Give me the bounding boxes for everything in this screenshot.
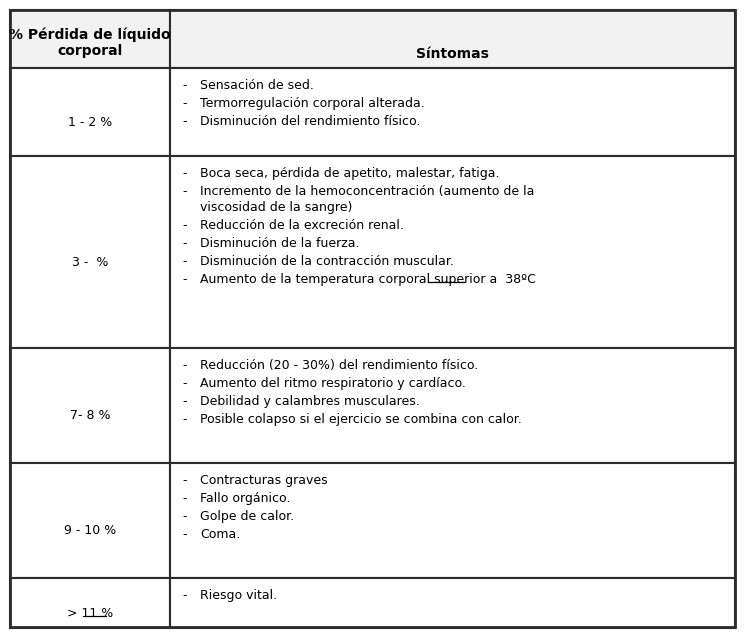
Text: Termorregulación corporal alterada.: Termorregulación corporal alterada. xyxy=(200,97,425,110)
Text: Disminución de la contracción muscular.: Disminución de la contracción muscular. xyxy=(200,255,454,268)
Text: -: - xyxy=(182,474,186,487)
Text: -: - xyxy=(182,377,186,390)
Bar xyxy=(170,578,735,628)
Text: > 11 %: > 11 % xyxy=(67,606,113,620)
Text: 3 -  %: 3 - % xyxy=(72,255,108,269)
Text: 9 - 10 %: 9 - 10 % xyxy=(64,524,116,537)
Text: -: - xyxy=(182,255,186,268)
Text: -: - xyxy=(182,510,186,523)
Text: -: - xyxy=(182,79,186,92)
Bar xyxy=(170,156,735,348)
Text: Debilidad y calambres musculares.: Debilidad y calambres musculares. xyxy=(200,395,419,408)
Text: -: - xyxy=(182,219,186,232)
Text: Riesgo vital.: Riesgo vital. xyxy=(200,589,277,602)
Text: -: - xyxy=(182,115,186,128)
Text: Reducción de la excreción renal.: Reducción de la excreción renal. xyxy=(200,219,404,232)
Bar xyxy=(170,463,735,578)
Bar xyxy=(10,578,170,628)
Text: Reducción (20 - 30%) del rendimiento físico.: Reducción (20 - 30%) del rendimiento fís… xyxy=(200,359,478,372)
Text: Incremento de la hemoconcentración (aumento de la: Incremento de la hemoconcentración (aume… xyxy=(200,185,534,198)
Text: Fallo orgánico.: Fallo orgánico. xyxy=(200,492,291,505)
Text: Aumento de la temperatura corporal superior a  38ºC: Aumento de la temperatura corporal super… xyxy=(200,273,536,286)
Text: -: - xyxy=(182,167,186,180)
Text: -: - xyxy=(182,237,186,250)
Bar xyxy=(170,68,735,156)
Text: -: - xyxy=(182,492,186,505)
Text: Golpe de calor.: Golpe de calor. xyxy=(200,510,294,523)
Text: -: - xyxy=(182,413,186,426)
Text: Síntomas: Síntomas xyxy=(416,47,489,61)
Bar xyxy=(10,348,170,463)
Text: Posible colapso si el ejercicio se combina con calor.: Posible colapso si el ejercicio se combi… xyxy=(200,413,522,426)
Bar xyxy=(10,10,170,68)
Text: Contracturas graves: Contracturas graves xyxy=(200,474,328,487)
Text: % Pérdida de líquido
corporal: % Pérdida de líquido corporal xyxy=(9,27,171,58)
Text: Aumento del ritmo respiratorio y cardíaco.: Aumento del ritmo respiratorio y cardíac… xyxy=(200,377,466,390)
Text: Disminución de la fuerza.: Disminución de la fuerza. xyxy=(200,237,360,250)
Bar xyxy=(10,68,170,156)
Text: viscosidad de la sangre): viscosidad de la sangre) xyxy=(200,201,352,214)
Text: Boca seca, pérdida de apetito, malestar, fatiga.: Boca seca, pérdida de apetito, malestar,… xyxy=(200,167,499,180)
Bar xyxy=(10,156,170,348)
Text: Sensación de sed.: Sensación de sed. xyxy=(200,79,314,92)
Bar xyxy=(170,348,735,463)
Text: Disminución del rendimiento físico.: Disminución del rendimiento físico. xyxy=(200,115,420,128)
Text: -: - xyxy=(182,97,186,110)
Text: -: - xyxy=(182,185,186,198)
Text: 7- 8 %: 7- 8 % xyxy=(70,409,110,422)
Text: -: - xyxy=(182,528,186,541)
Text: -: - xyxy=(182,359,186,372)
Text: -: - xyxy=(182,589,186,602)
Text: Coma.: Coma. xyxy=(200,528,240,541)
Text: 1 - 2 %: 1 - 2 % xyxy=(68,115,112,129)
Bar xyxy=(10,463,170,578)
Text: -: - xyxy=(182,395,186,408)
Bar xyxy=(170,10,735,68)
Text: -: - xyxy=(182,273,186,286)
